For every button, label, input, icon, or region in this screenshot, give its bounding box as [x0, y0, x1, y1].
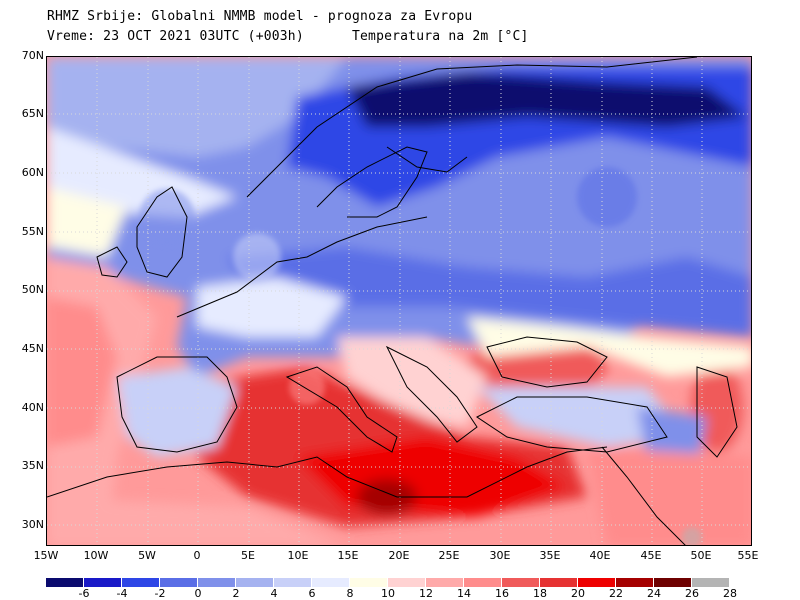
temperature-field — [47, 57, 752, 546]
colorbar-label: 28 — [723, 587, 737, 600]
lon-label: 35E — [540, 549, 561, 562]
colorbar-label: 20 — [571, 587, 585, 600]
colorbar-swatch — [388, 578, 425, 587]
colorbar-swatch — [616, 578, 653, 587]
colorbar-swatch — [236, 578, 273, 587]
lon-label: 40E — [590, 549, 611, 562]
lon-label: 5E — [241, 549, 255, 562]
colorbar-label: 4 — [271, 587, 278, 600]
colorbar-swatch — [46, 578, 83, 587]
colorbar-label: -2 — [155, 587, 166, 600]
colorbar-label: 18 — [533, 587, 547, 600]
lat-label: 45N — [0, 342, 44, 355]
colorbar-label: 22 — [609, 587, 623, 600]
colorbar-swatch — [84, 578, 121, 587]
colorbar-swatch — [502, 578, 539, 587]
colorbar-swatch — [464, 578, 501, 587]
colorbar-label: 10 — [381, 587, 395, 600]
colorbar-swatch — [122, 578, 159, 587]
colorbar-label: 8 — [347, 587, 354, 600]
lat-label: 35N — [0, 459, 44, 472]
temperature-map — [46, 56, 752, 546]
lon-label: 0 — [194, 549, 201, 562]
lon-label: 45E — [641, 549, 662, 562]
colorbar-label: 24 — [647, 587, 661, 600]
colorbar-swatch — [692, 578, 729, 587]
lon-label: 30E — [490, 549, 511, 562]
colorbar-swatch — [654, 578, 691, 587]
colorbar-label: 26 — [685, 587, 699, 600]
colorbar-swatch — [426, 578, 463, 587]
lat-label: 60N — [0, 166, 44, 179]
field-name: Temperatura na 2m [°C] — [352, 29, 529, 44]
lat-label: 50N — [0, 283, 44, 296]
colorbar-label: 14 — [457, 587, 471, 600]
lon-label: 10E — [288, 549, 309, 562]
colorbar-swatch — [312, 578, 349, 587]
lon-label: 15W — [34, 549, 59, 562]
colorbar-label: 16 — [495, 587, 509, 600]
lon-label: 25E — [439, 549, 460, 562]
colorbar-label: 12 — [419, 587, 433, 600]
colorbar-swatch — [160, 578, 197, 587]
colorbar-swatch — [540, 578, 577, 587]
lat-label: 65N — [0, 107, 44, 120]
colorbar-swatch — [578, 578, 615, 587]
map-title: RHMZ Srbije: Globalni NMMB model - progn… — [47, 9, 472, 24]
lon-label: 50E — [691, 549, 712, 562]
lon-label: 20E — [389, 549, 410, 562]
lat-label: 55N — [0, 225, 44, 238]
lat-label: 70N — [0, 49, 44, 62]
colorbar-label: -6 — [79, 587, 90, 600]
lon-label: 10W — [84, 549, 109, 562]
colorbar-swatch — [350, 578, 387, 587]
lat-label: 30N — [0, 518, 44, 531]
colorbar-label: 2 — [233, 587, 240, 600]
lat-label: 40N — [0, 401, 44, 414]
colorbar-label: -4 — [117, 587, 128, 600]
colorbar-label: 6 — [309, 587, 316, 600]
colorbar-swatch — [198, 578, 235, 587]
colorbar-swatch — [274, 578, 311, 587]
lon-label: 15E — [338, 549, 359, 562]
forecast-time: Vreme: 23 OCT 2021 03UTC (+003h) — [47, 29, 304, 44]
lon-label: 5W — [138, 549, 156, 562]
colorbar-label: 0 — [195, 587, 202, 600]
lon-label: 55E — [738, 549, 759, 562]
